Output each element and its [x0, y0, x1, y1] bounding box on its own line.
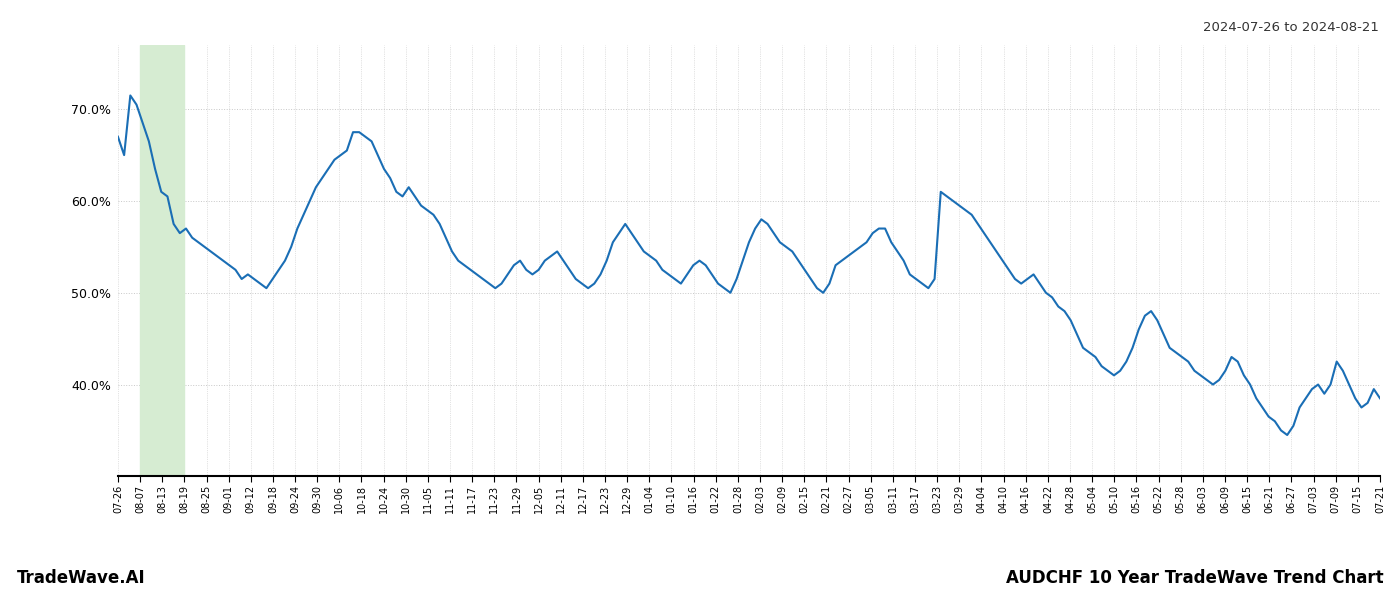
Text: AUDCHF 10 Year TradeWave Trend Chart: AUDCHF 10 Year TradeWave Trend Chart — [1005, 569, 1383, 587]
Text: 2024-07-26 to 2024-08-21: 2024-07-26 to 2024-08-21 — [1203, 21, 1379, 34]
Text: TradeWave.AI: TradeWave.AI — [17, 569, 146, 587]
Bar — [140, 45, 185, 476]
